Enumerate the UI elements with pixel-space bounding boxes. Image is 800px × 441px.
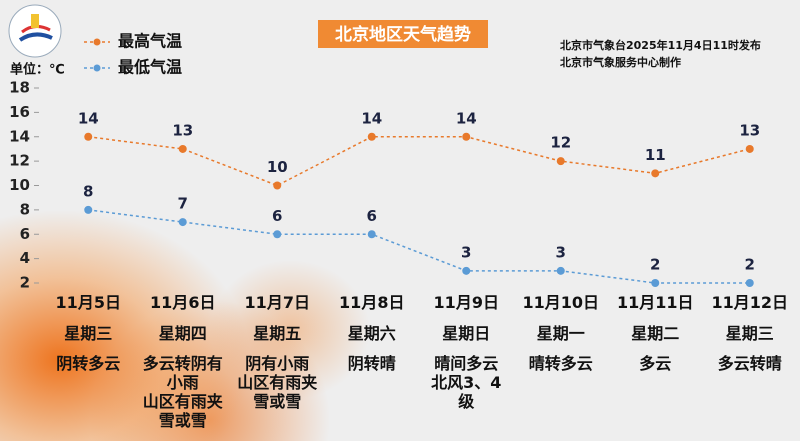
date: 11月11日 bbox=[616, 293, 694, 312]
y-tick-label: 4 bbox=[20, 249, 30, 267]
logo bbox=[8, 4, 62, 58]
weekday: 星期一 bbox=[536, 324, 585, 343]
value-label: 10 bbox=[267, 158, 288, 176]
y-tick-label: 10 bbox=[9, 176, 30, 194]
legend-marker bbox=[93, 64, 101, 72]
weather: 晴间多云 bbox=[434, 354, 499, 373]
date: 11月7日 bbox=[244, 293, 310, 312]
value-label: 2 bbox=[745, 256, 755, 274]
y-tick-label: 6 bbox=[20, 225, 30, 243]
date: 11月6日 bbox=[150, 293, 216, 312]
weekday: 星期日 bbox=[442, 324, 491, 343]
point bbox=[367, 132, 376, 141]
value-label: 14 bbox=[456, 109, 477, 127]
y-tick-label: 8 bbox=[20, 200, 30, 218]
title-box bbox=[318, 20, 488, 48]
date: 11月5日 bbox=[55, 293, 121, 312]
legend-marker bbox=[93, 38, 101, 46]
maker: 北京市气象服务中心制作 bbox=[560, 55, 681, 69]
value-label: 13 bbox=[739, 121, 760, 139]
weather: 阴转多云 bbox=[56, 354, 121, 373]
weather: 多云转晴 bbox=[717, 354, 782, 373]
weather: 山区有雨夹雪或雪 bbox=[142, 392, 223, 430]
point bbox=[178, 218, 187, 227]
y-tick-label: 12 bbox=[9, 152, 30, 170]
point bbox=[745, 279, 754, 287]
value-label: 12 bbox=[550, 134, 571, 152]
value-label: 6 bbox=[272, 207, 282, 225]
date: 11月8日 bbox=[339, 293, 405, 312]
series-line bbox=[88, 136, 750, 187]
y-tick-label: 16 bbox=[9, 103, 30, 121]
series-line bbox=[88, 209, 750, 284]
date: 11月10日 bbox=[522, 293, 600, 312]
point bbox=[462, 266, 471, 275]
weekday: 星期三 bbox=[64, 324, 113, 343]
title: 北京地区天气趋势 bbox=[335, 24, 471, 45]
weekday: 星期五 bbox=[253, 324, 302, 343]
value-label: 6 bbox=[367, 207, 377, 225]
weekday: 星期四 bbox=[158, 324, 207, 343]
weather: 阴有小雨 bbox=[245, 354, 310, 373]
point bbox=[745, 144, 754, 153]
legend-label: 最高气温 bbox=[118, 32, 182, 51]
weather: 多云转阴有小雨 bbox=[142, 354, 223, 392]
weekday: 星期六 bbox=[347, 324, 396, 343]
value-label: 13 bbox=[172, 121, 193, 139]
legend-label: 最低气温 bbox=[118, 58, 182, 77]
weather: 山区有雨夹雪或雪 bbox=[237, 373, 318, 411]
y-tick-label: 14 bbox=[9, 127, 30, 145]
point bbox=[367, 230, 376, 239]
value-label: 14 bbox=[361, 109, 382, 127]
point bbox=[651, 169, 660, 178]
point bbox=[84, 205, 93, 214]
point bbox=[84, 132, 93, 141]
value-label: 11 bbox=[645, 146, 666, 164]
weekday: 星期二 bbox=[631, 324, 680, 343]
point bbox=[462, 132, 471, 141]
point bbox=[273, 181, 282, 190]
weather: 多云 bbox=[639, 354, 672, 373]
value-label: 3 bbox=[556, 243, 566, 261]
point bbox=[556, 266, 565, 275]
publisher: 北京市气象台2025年11月4日11时发布 bbox=[560, 38, 761, 52]
y-tick-label: 18 bbox=[9, 79, 30, 97]
date: 11月12日 bbox=[711, 293, 789, 312]
weather: 北风3、4级 bbox=[431, 373, 502, 411]
date: 11月9日 bbox=[433, 293, 499, 312]
point bbox=[556, 157, 565, 166]
weather: 晴转多云 bbox=[528, 354, 593, 373]
unit: 单位：℃ bbox=[10, 62, 65, 78]
point bbox=[273, 230, 282, 239]
y-tick-label: 2 bbox=[20, 274, 30, 292]
weekday: 星期三 bbox=[725, 324, 774, 343]
point bbox=[651, 279, 660, 287]
point bbox=[178, 144, 187, 153]
value-label: 7 bbox=[178, 195, 188, 213]
value-label: 14 bbox=[78, 109, 99, 127]
value-label: 3 bbox=[461, 243, 471, 261]
value-label: 2 bbox=[650, 256, 660, 274]
weather: 阴转晴 bbox=[347, 354, 396, 373]
value-label: 8 bbox=[83, 182, 93, 200]
